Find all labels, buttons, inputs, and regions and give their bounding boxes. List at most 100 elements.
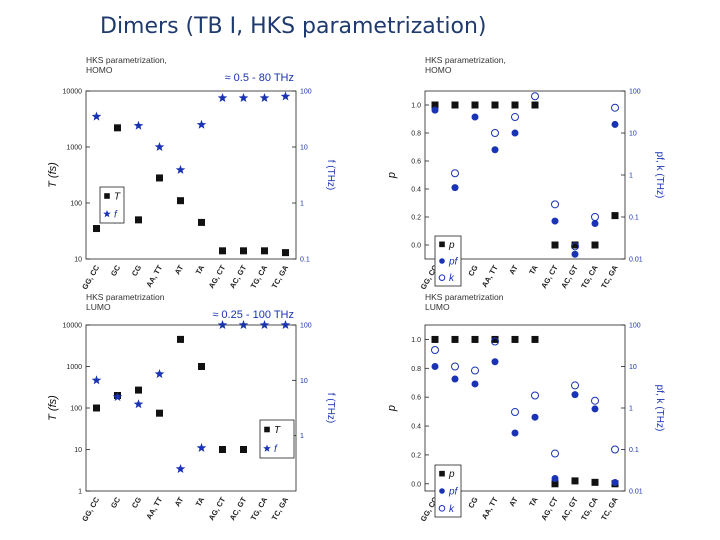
legend-label: k xyxy=(449,504,455,515)
data-point-f xyxy=(196,119,207,129)
data-point-k xyxy=(591,213,599,221)
category-label: TG, CA xyxy=(249,263,270,290)
data-point-p xyxy=(591,478,599,486)
left-tick-label: 0.6 xyxy=(411,395,421,402)
category-label: TG, CA xyxy=(249,495,270,522)
right-tick-label: 0.01 xyxy=(629,489,643,496)
left-tick-label: 1000 xyxy=(66,364,82,371)
data-point-pf xyxy=(551,475,559,483)
legend-marker xyxy=(439,470,445,477)
data-point-T xyxy=(177,197,184,205)
right-tick-label: 10 xyxy=(300,378,308,385)
category-label: AG, CT xyxy=(539,263,560,290)
category-label: AC, GT xyxy=(559,263,580,290)
right-tick-label: 100 xyxy=(300,89,312,96)
data-point-f xyxy=(91,375,102,385)
data-point-k xyxy=(511,113,519,122)
category-label: TA xyxy=(527,495,540,508)
category-label: GG, CC xyxy=(80,263,101,291)
right-tick-label: 0.1 xyxy=(629,447,639,454)
data-point-f xyxy=(91,111,102,121)
plot-title-line: HKS parametrization, xyxy=(425,55,506,65)
legend-marker xyxy=(439,488,445,494)
legend-label: f xyxy=(274,444,278,455)
data-point-T xyxy=(114,124,121,132)
category-label: AG, CT xyxy=(207,263,228,290)
data-point-pf xyxy=(491,146,499,154)
right-tick-label: 0.1 xyxy=(629,215,639,222)
category-label: CG xyxy=(130,263,144,277)
data-point-T xyxy=(282,249,289,257)
data-point-pf xyxy=(571,391,579,399)
data-point-pf xyxy=(531,413,539,421)
legend-label: k xyxy=(449,273,455,284)
right-tick-label: 100 xyxy=(629,323,641,330)
data-point-k xyxy=(551,449,559,458)
left-tick-label: 10 xyxy=(74,257,82,264)
left-tick-label: 10 xyxy=(74,447,82,454)
chart-homo-T: HKS parametrization, HOMO ≈ 0.5 - 80 THz 10… xyxy=(40,55,370,297)
plot-title-line: HOMO xyxy=(86,65,113,75)
data-point-T xyxy=(135,216,142,224)
data-point-k xyxy=(571,242,579,251)
data-point-f xyxy=(133,120,144,130)
category-label: TC, GA xyxy=(599,263,620,290)
data-point-p xyxy=(451,335,459,343)
data-point-T xyxy=(240,247,247,255)
category-label: TA xyxy=(527,263,540,276)
plot-frame xyxy=(85,90,297,260)
left-tick-label: 100 xyxy=(70,201,82,208)
data-point-p xyxy=(511,335,519,343)
data-point-f xyxy=(259,93,270,102)
left-axis-label: p xyxy=(386,172,398,179)
data-point-k xyxy=(531,92,539,101)
legend-label: T xyxy=(114,192,121,203)
right-axis-label: pf, k (THz) xyxy=(654,385,665,432)
data-point-pf xyxy=(451,375,459,383)
data-point-k xyxy=(431,345,439,354)
data-point-pf xyxy=(551,217,559,225)
category-label: AA, TT xyxy=(480,495,500,521)
data-point-pf xyxy=(511,129,519,137)
data-point-T xyxy=(219,247,226,255)
right-tick-label: 0.1 xyxy=(300,257,310,264)
frequency-range-label: ≈ 0.25 - 100 THz xyxy=(212,309,294,321)
data-point-p xyxy=(431,335,439,343)
data-point-f xyxy=(217,320,228,329)
data-point-p xyxy=(491,335,499,343)
legend-label: pf xyxy=(448,257,459,268)
data-point-k xyxy=(451,169,459,178)
category-label: GG, CC xyxy=(80,495,101,523)
category-label: AT xyxy=(173,495,186,508)
category-label: AG, CT xyxy=(539,495,560,522)
right-tick-label: 100 xyxy=(629,89,641,96)
plot-frame xyxy=(85,324,297,492)
category-label: TC, GA xyxy=(270,263,291,290)
data-point-p xyxy=(571,477,579,485)
right-tick-label: 10 xyxy=(629,131,637,138)
legend-marker xyxy=(104,193,110,199)
data-point-pf xyxy=(451,184,459,192)
category-label: AA, TT xyxy=(480,263,500,289)
data-point-T xyxy=(240,446,247,453)
data-point-p xyxy=(551,241,559,249)
chart-lumo-p: HKS parametrization LUMO 0.0 0.2 0.4 0.6 0.8 1.… xyxy=(375,292,705,538)
data-point-k xyxy=(471,366,479,375)
chart-homo-p-svg: HKS parametrization,HOMO 0.0 0.2 0.4 0.6 0.8 1… xyxy=(386,55,665,291)
right-tick-label: 1 xyxy=(629,406,633,413)
right-tick-label: 10 xyxy=(300,145,308,152)
data-point-pf xyxy=(591,220,599,228)
data-point-T xyxy=(261,247,268,255)
category-label: CG xyxy=(466,495,480,509)
data-point-pf xyxy=(511,429,519,437)
data-point-f xyxy=(217,93,228,102)
plot-title-line: HKS parametrization xyxy=(86,292,165,302)
category-label: TA xyxy=(194,495,207,508)
left-tick-label: 1.0 xyxy=(411,337,421,344)
left-tick-label: 0.0 xyxy=(411,481,421,488)
legend-label: p xyxy=(448,240,455,251)
data-point-p xyxy=(531,335,539,343)
chart-lumo-T: HKS parametrization LUMO ≈ 0.25 - 100 THz 1… xyxy=(40,292,370,538)
category-label: AA, TT xyxy=(144,495,164,521)
